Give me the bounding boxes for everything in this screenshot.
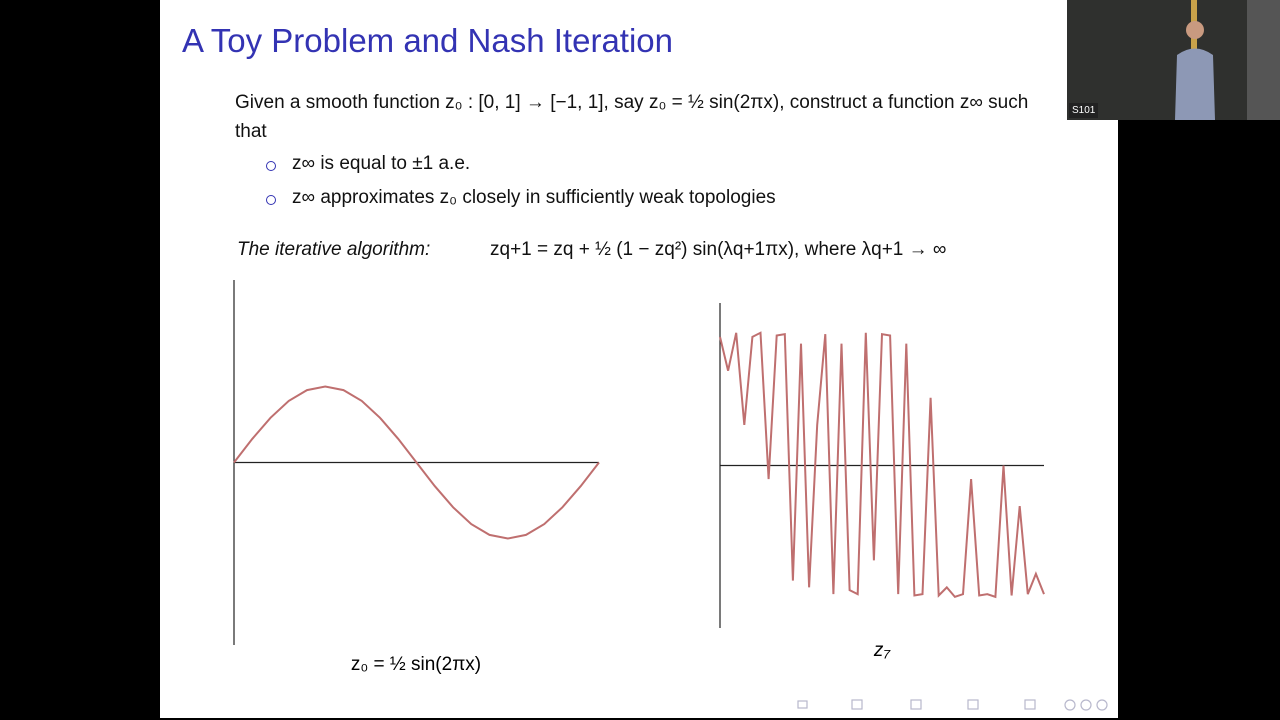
nav-icons[interactable]	[797, 699, 1108, 711]
webcam-image	[1067, 0, 1280, 120]
slide-title: A Toy Problem and Nash Iteration	[182, 22, 674, 59]
curve	[719, 331, 1045, 599]
algorithm-label: The iterative algorithm:	[237, 239, 431, 260]
algorithm: zq+1 = zq + ½ (1 − zq²) sin(λq+1πx), whe…	[490, 239, 947, 260]
webcam-label: S101	[1069, 103, 1099, 118]
caption: z₇	[873, 640, 891, 661]
intro: Given a smooth function z₀ : [0, 1] → [−…	[235, 92, 1029, 142]
curve	[233, 385, 600, 540]
bullet: z∞ is equal to ±1 a.e.	[265, 153, 471, 174]
webcam: S101	[1067, 0, 1280, 120]
caption: z₀ = ½ sin(2πx)	[350, 654, 482, 675]
bullet: z∞ approximates z₀ closely in sufficient…	[266, 187, 776, 208]
slide: A Toy Problem and Nash Iteration Given a…	[160, 0, 1118, 718]
